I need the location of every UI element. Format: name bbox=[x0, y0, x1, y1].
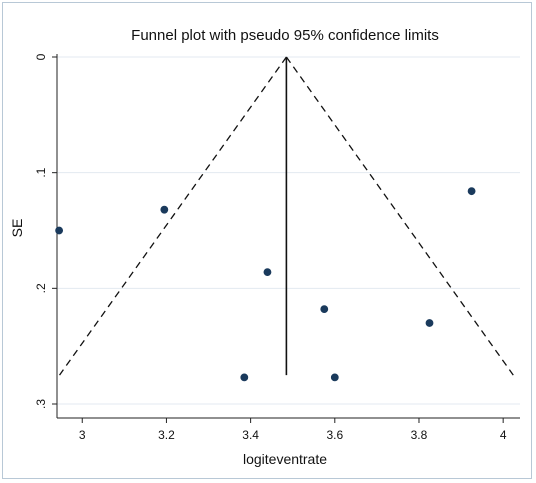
y-axis-title: SE bbox=[9, 219, 25, 238]
x-tick-label: 4 bbox=[500, 428, 507, 442]
data-point bbox=[160, 205, 169, 214]
grid-lines bbox=[57, 56, 520, 405]
y-tick-label: .1 bbox=[34, 167, 48, 177]
data-point bbox=[320, 305, 329, 314]
data-point bbox=[240, 373, 249, 382]
x-axis-ticks: 3 3.2 3.4 3.6 3.8 4 bbox=[79, 418, 507, 442]
x-tick-label: 3.2 bbox=[158, 428, 175, 442]
x-tick-label: 3.8 bbox=[411, 428, 428, 442]
data-points bbox=[55, 187, 476, 382]
ci-right-line bbox=[285, 56, 514, 376]
data-point bbox=[330, 373, 339, 382]
axes bbox=[56, 54, 520, 419]
x-tick-label: 3.6 bbox=[326, 428, 343, 442]
chart-title: Funnel plot with pseudo 95% confidence l… bbox=[131, 27, 439, 44]
data-point bbox=[263, 268, 272, 277]
x-tick-label: 3.4 bbox=[242, 428, 259, 442]
ci-left-line bbox=[58, 56, 287, 376]
confidence-limits bbox=[58, 56, 514, 376]
y-tick-label: 0 bbox=[34, 53, 48, 60]
x-tick-label: 3 bbox=[79, 428, 86, 442]
data-point bbox=[55, 226, 64, 235]
data-point bbox=[425, 319, 434, 327]
data-point bbox=[467, 187, 476, 196]
chart-frame bbox=[2, 2, 532, 479]
y-tick-label: .3 bbox=[34, 399, 48, 409]
y-axis-ticks: 0 .1 .2 .3 bbox=[34, 53, 57, 409]
y-tick-label: .2 bbox=[34, 283, 48, 293]
x-axis-title: logiteventrate bbox=[243, 451, 327, 467]
